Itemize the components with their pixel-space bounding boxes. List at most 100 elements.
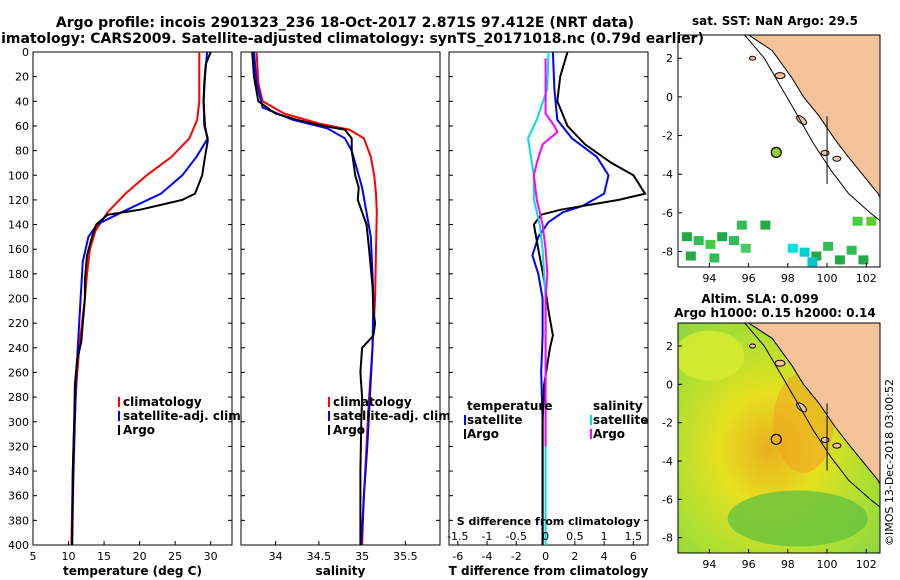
y-tick-label: 300 <box>8 416 29 429</box>
legend-label-temperature: climatology <box>123 395 202 409</box>
series-group-difference <box>526 51 647 545</box>
plot-frame-temperature <box>32 51 233 546</box>
legend-label-salinity: climatology <box>333 395 412 409</box>
shelf-contour <box>744 323 880 508</box>
legend-label-salinity: satellite-adj. clim. <box>333 409 455 423</box>
map-sst_map: 94 96 98 100 102 2 0 -2 -4 -6 -8 <box>662 34 881 285</box>
sst-cell <box>693 236 704 246</box>
map-y-tick-label: 2 <box>666 52 673 65</box>
x-top-tick-label: 1 <box>601 530 608 543</box>
panel-difference: -6 -4 -2 0 2 4 6T difference from climatology t… <box>447 51 649 578</box>
y-tick-label: 360 <box>8 490 29 503</box>
map-x-tick-label: 96 <box>742 558 756 571</box>
y-tick-label: 380 <box>8 514 29 527</box>
panel-salinity: 34 34.5 35 35.5 salinity climatologysatellite… <box>240 51 455 578</box>
x-top-tick-label: -0.5 <box>506 530 527 543</box>
sst-cell <box>685 251 696 261</box>
island-pagai <box>832 442 842 449</box>
map-title-sst: sat. SST: NaN Argo: 29.5 <box>692 14 858 28</box>
map-x-tick-label: 94 <box>702 272 716 285</box>
map-y-tick-label: -2 <box>662 130 673 143</box>
sla-low-patch <box>727 490 868 547</box>
series-line-s-argo <box>532 58 559 447</box>
map-x-tick-label: 102 <box>856 558 877 571</box>
map-x-tick-label: 100 <box>817 558 838 571</box>
map-x-tick-label: 96 <box>742 272 756 285</box>
x-top-tick-label: 0.5 <box>566 530 584 543</box>
map-y-tick-label: -8 <box>662 532 673 545</box>
map-y-tick-label: -4 <box>662 168 673 181</box>
map-title-sla: Altim. SLA: 0.099 <box>701 292 818 306</box>
panel-temperature: 0 20 40 60 80 100 120 140 160 180 200 220 240 260 280 3… <box>8 46 245 578</box>
x-tick-label-temperature: 10 <box>62 550 76 563</box>
y-tick-label: 60 <box>15 120 29 133</box>
y-tick-label: 80 <box>15 145 29 158</box>
x-tick-label-difference: 2 <box>571 550 578 563</box>
sst-cell <box>807 257 818 267</box>
x-top-tick-label: 1.5 <box>625 530 643 543</box>
sst-cell <box>866 216 877 226</box>
argo-position-marker <box>770 433 782 445</box>
legend-label-s: salinity <box>593 399 643 413</box>
map-x-tick-label: 98 <box>781 272 795 285</box>
land-sumatra <box>747 35 880 198</box>
y-tick-label: 340 <box>8 465 29 478</box>
y-tick-label: 20 <box>15 71 29 84</box>
profile-plots: 0204060801001201401601802002202402602803… <box>8 46 649 578</box>
header-line-1: Argo profile: incois 2901323_236 18-Oct-… <box>56 15 634 31</box>
x-tick-label-temperature: 5 <box>30 550 37 563</box>
x-tick-label-difference: -6 <box>452 550 463 563</box>
series-line-t-satellite <box>531 51 610 545</box>
sst-cell <box>811 251 822 261</box>
header-line-2: Climatology: CARS2009. Satellite-adjuste… <box>0 31 704 47</box>
x-top-tick-label: -1 <box>482 530 493 543</box>
y-tick-label: 180 <box>8 268 29 281</box>
map-x-tick-label: 94 <box>702 558 716 571</box>
x-axis-label-temperature: temperature (deg C) <box>63 564 202 578</box>
watermark: ©IMOS 13-Dec-2018 03:00:52 <box>883 379 896 546</box>
series-line-argo <box>71 51 212 546</box>
legend-label-t: satellite <box>467 413 522 427</box>
y-tick-label: 220 <box>8 317 29 330</box>
x-tick-label-salinity: 34.5 <box>307 550 332 563</box>
x-top-tick-label: -1.5 <box>447 530 468 543</box>
sst-cell <box>787 243 798 253</box>
sst-cell <box>760 220 771 230</box>
island-sipora <box>820 149 830 156</box>
x-tick-label-temperature: 15 <box>97 550 111 563</box>
sst-cell <box>834 255 845 265</box>
y-tick-label: 400 <box>8 539 29 552</box>
x-tick-label-salinity: 35.5 <box>393 550 418 563</box>
y-tick-label: 100 <box>8 169 29 182</box>
series-group-temperature <box>70 51 212 546</box>
y-tick-label: 160 <box>8 243 29 256</box>
x-tick-label-salinity: 35 <box>355 550 369 563</box>
sst-cell <box>799 247 810 257</box>
x-tick-label-salinity: 34 <box>269 550 283 563</box>
map-body-sst_map <box>681 35 880 267</box>
y-tick-label: 200 <box>8 293 29 306</box>
island-nias <box>774 359 786 367</box>
y-tick-label: 320 <box>8 440 29 453</box>
series-group-salinity <box>251 51 378 546</box>
y-tick-label: 120 <box>8 194 29 207</box>
plot-frame-salinity <box>240 51 441 546</box>
legend-label-s: satellite <box>593 413 648 427</box>
map-y-tick-label: 0 <box>666 91 673 104</box>
x-tick-label-difference: 6 <box>630 550 637 563</box>
map-sla_map: 94 96 98 100 102 2 0 -2 -4 -6 -8 <box>662 322 881 571</box>
legend-label-t: Argo <box>467 427 499 441</box>
x-tick-label-temperature: 30 <box>204 550 218 563</box>
map-y-tick-label: 2 <box>666 340 673 353</box>
y-tick-label: 280 <box>8 391 29 404</box>
legend-label-t: temperature <box>467 399 552 413</box>
plot-frame-difference <box>448 51 649 546</box>
sst-cell <box>728 236 739 246</box>
y-tick-label: 0 <box>22 46 29 59</box>
sla-patch <box>678 330 745 381</box>
sst-cell <box>852 216 863 226</box>
series-line-argo <box>251 51 377 545</box>
y-tick-label: 40 <box>15 95 29 108</box>
x-axis-label-salinity: salinity <box>316 564 366 578</box>
